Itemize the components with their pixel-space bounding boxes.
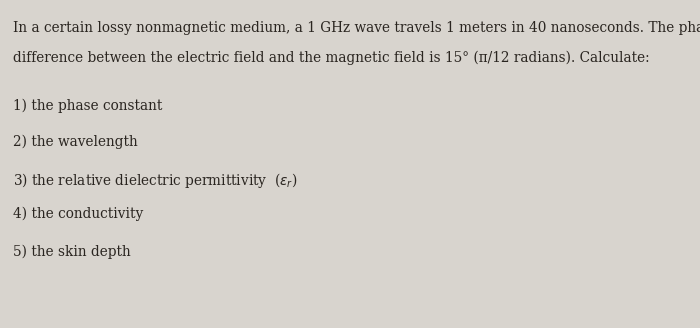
Text: 4) the conductivity: 4) the conductivity: [13, 207, 143, 221]
Text: 2) the wavelength: 2) the wavelength: [13, 134, 137, 149]
Text: difference between the electric field and the magnetic field is 15° (π/12 radian: difference between the electric field an…: [13, 51, 649, 65]
Text: In a certain lossy nonmagnetic medium, a 1 GHz wave travels 1 meters in 40 nanos: In a certain lossy nonmagnetic medium, a…: [13, 21, 700, 35]
Text: 5) the skin depth: 5) the skin depth: [13, 244, 130, 259]
Text: 3) the relative dielectric permittivity  ($\varepsilon_r$): 3) the relative dielectric permittivity …: [13, 171, 297, 190]
Text: 1) the phase constant: 1) the phase constant: [13, 98, 162, 113]
